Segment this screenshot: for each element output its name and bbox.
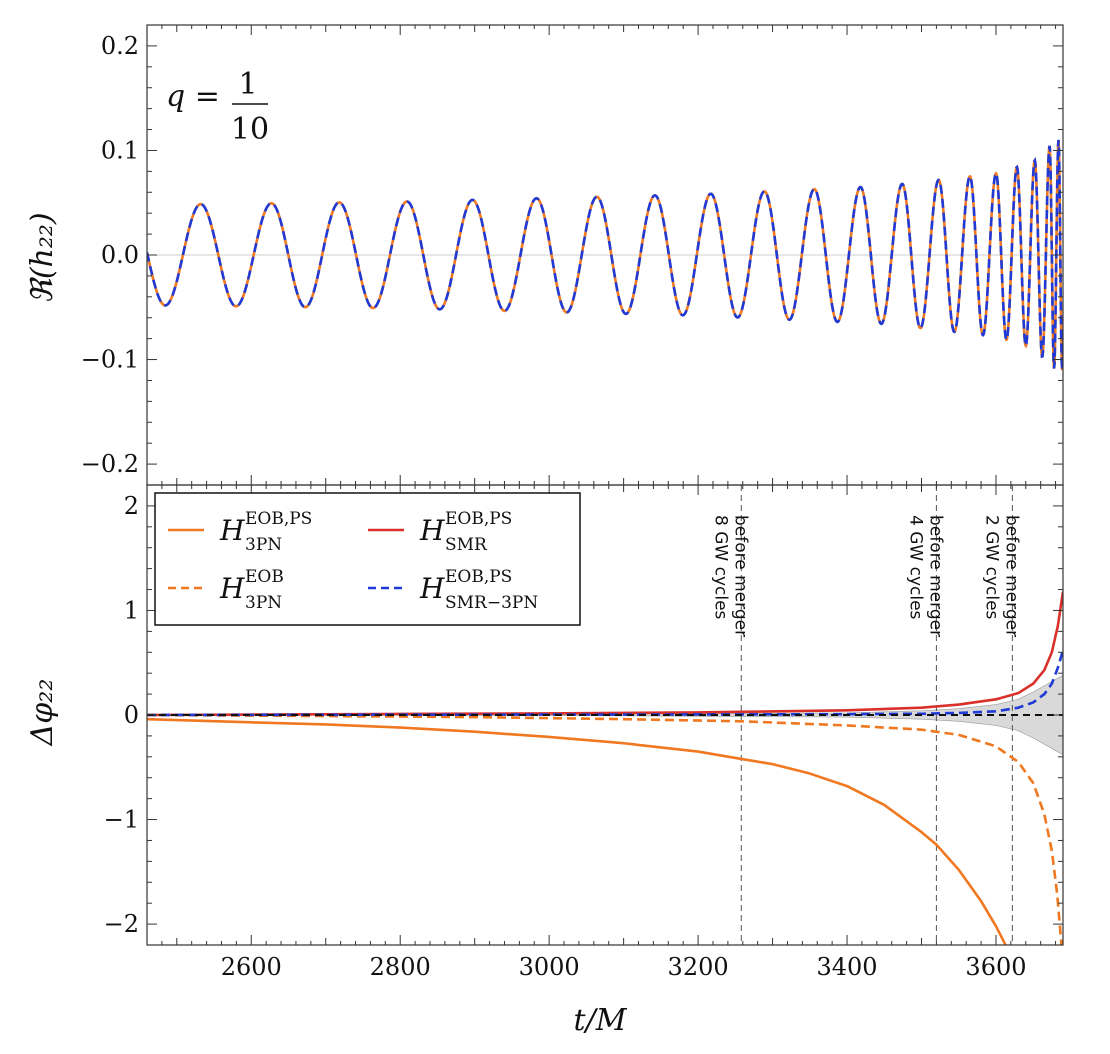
x-axis-label: t/M	[574, 1003, 628, 1038]
top-y-tick-label: 0.2	[101, 32, 139, 60]
bottom-y-tick-label: −2	[104, 910, 139, 938]
bottom-ticks: 2 1 0 −1 −2 2600 2800 3000 3200 3400 3600	[104, 484, 1063, 981]
phase-difference-curves	[147, 591, 1063, 945]
top-waveforms	[147, 139, 1063, 371]
q-numerator: 1	[238, 67, 257, 102]
bottom-x-tick-label: 3000	[519, 953, 580, 981]
bottom-x-tick-label: 3400	[816, 953, 877, 981]
legend-subscript-2: 3PN	[245, 593, 282, 613]
top-ticks: 0.2 0.1 0.0 −0.1 −0.2	[81, 24, 1063, 486]
legend-superscript-2: EOB	[245, 567, 284, 587]
mass-ratio-annotation: q = 1 10	[166, 67, 269, 147]
bottom-y-tick-label: −1	[104, 806, 139, 834]
merger-label-line2-0: before merger	[730, 515, 750, 637]
bottom-x-tick-label: 3600	[965, 953, 1026, 981]
top-y-tick-label: −0.2	[81, 450, 139, 478]
bottom-x-tick-label: 2800	[370, 953, 431, 981]
legend-subscript-0: 3PN	[245, 535, 282, 555]
top-y-tick-label: 0.0	[101, 241, 139, 269]
bottom-y-tick-label: 2	[124, 492, 139, 520]
legend-superscript-0: EOB,PS	[245, 509, 312, 529]
legend-subscript-3: SMR−3PN	[445, 593, 538, 613]
legend-superscript-1: EOB,PS	[445, 509, 512, 529]
merger-label-line2-1: before merger	[925, 515, 945, 637]
legend-label-2: H	[219, 572, 245, 605]
q-denominator: 10	[231, 112, 269, 147]
top-y-axis-label: ℜ(h₂₂)	[25, 212, 60, 303]
legend-subscript-1: SMR	[445, 535, 488, 555]
top-y-tick-label: 0.1	[101, 136, 139, 164]
waveform-series-1	[147, 139, 1063, 371]
phase-series-0	[147, 717, 1008, 945]
merger-markers: 8 GW cycles before merger 4 GW cycles befor…	[710, 485, 1021, 945]
merger-label-line1-0: 8 GW cycles	[710, 515, 730, 620]
legend-label-3: H	[419, 572, 445, 605]
bottom-x-tick-label: 3200	[668, 953, 729, 981]
merger-label-line1-1: 4 GW cycles	[905, 515, 925, 620]
phase-series-3	[147, 649, 1063, 717]
merger-label-line1-2: 2 GW cycles	[981, 515, 1001, 620]
bottom-y-tick-label: 1	[124, 596, 139, 624]
merger-label-line2-2: before merger	[1001, 515, 1021, 637]
legend-box	[154, 492, 581, 626]
bottom-x-tick-label: 2600	[221, 953, 282, 981]
top-y-tick-label: −0.1	[81, 346, 139, 374]
bottom-y-tick-label: 0	[124, 701, 139, 729]
bottom-y-axis-label: Δφ₂₂	[25, 679, 60, 747]
q-lhs: q =	[166, 79, 220, 114]
legend-label-1: H	[419, 514, 445, 547]
phase-series-1	[147, 713, 1063, 945]
legend-label-0: H	[219, 514, 245, 547]
phase-series-2	[147, 591, 1063, 717]
legend-superscript-3: EOB,PS	[445, 567, 512, 587]
